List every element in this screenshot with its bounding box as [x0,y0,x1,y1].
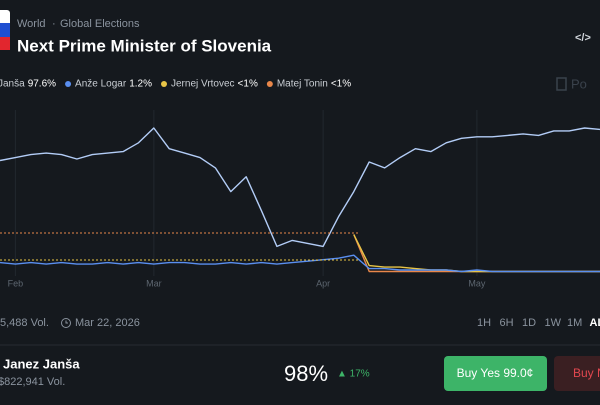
legend-name: Matej Tonin [277,79,328,90]
legend-dot [161,81,167,87]
series-line [0,128,600,246]
legend-name: Jernej Vrtovec [171,79,235,90]
legend-value: <1% [331,79,351,90]
flag-stripe [0,37,10,50]
x-tick-label: Apr [316,278,330,288]
watermark: Po [571,76,587,91]
legend-dot [267,81,273,87]
range-tab[interactable]: 1H [477,317,491,329]
buy-yes-label[interactable]: Buy Yes 99.0¢ [457,366,534,380]
volume: 5,488 Vol. [0,317,49,329]
breadcrumb[interactable]: Global Elections [60,18,140,30]
legend-value: <1% [238,79,258,90]
outcome-volume: $822,941 Vol. [0,376,65,388]
x-tick-label: May [468,278,486,288]
range-tab[interactable]: 1M [567,317,582,329]
range-tab[interactable]: 1D [522,317,536,329]
legend-name: Janša [0,79,25,90]
watermark-logo [557,78,566,90]
range-tab[interactable]: 6H [500,317,514,329]
outcome-name: Janez Janša [3,356,80,371]
series-line [0,255,600,271]
chance: 98% [284,361,328,386]
range-tabs: 1H 6H 1D 1W 1M ALL [477,317,600,329]
legend-name: Anže Logar [75,79,127,90]
clock-hand [66,321,68,324]
flag-stripe [0,23,10,37]
legend-dot [65,81,71,87]
range-tab[interactable]: 1W [545,317,562,329]
x-tick-label: Feb [8,278,24,288]
buy-no-label[interactable]: Buy No [573,366,600,380]
legend-value: 1.2% [129,79,152,90]
change: ▲ 17% [337,369,370,380]
x-tick-label: Mar [146,278,162,288]
date: Mar 22, 2026 [75,317,140,329]
range-tab[interactable]: ALL [590,317,600,329]
breadcrumb[interactable]: World [17,18,46,30]
embed-icon[interactable]: </> [575,32,591,44]
legend-value: 97.6% [28,79,56,90]
separator: · [52,18,56,30]
market-title: Next Prime Minister of Slovenia [17,36,272,55]
plot: Feb Mar Apr May [0,110,600,288]
